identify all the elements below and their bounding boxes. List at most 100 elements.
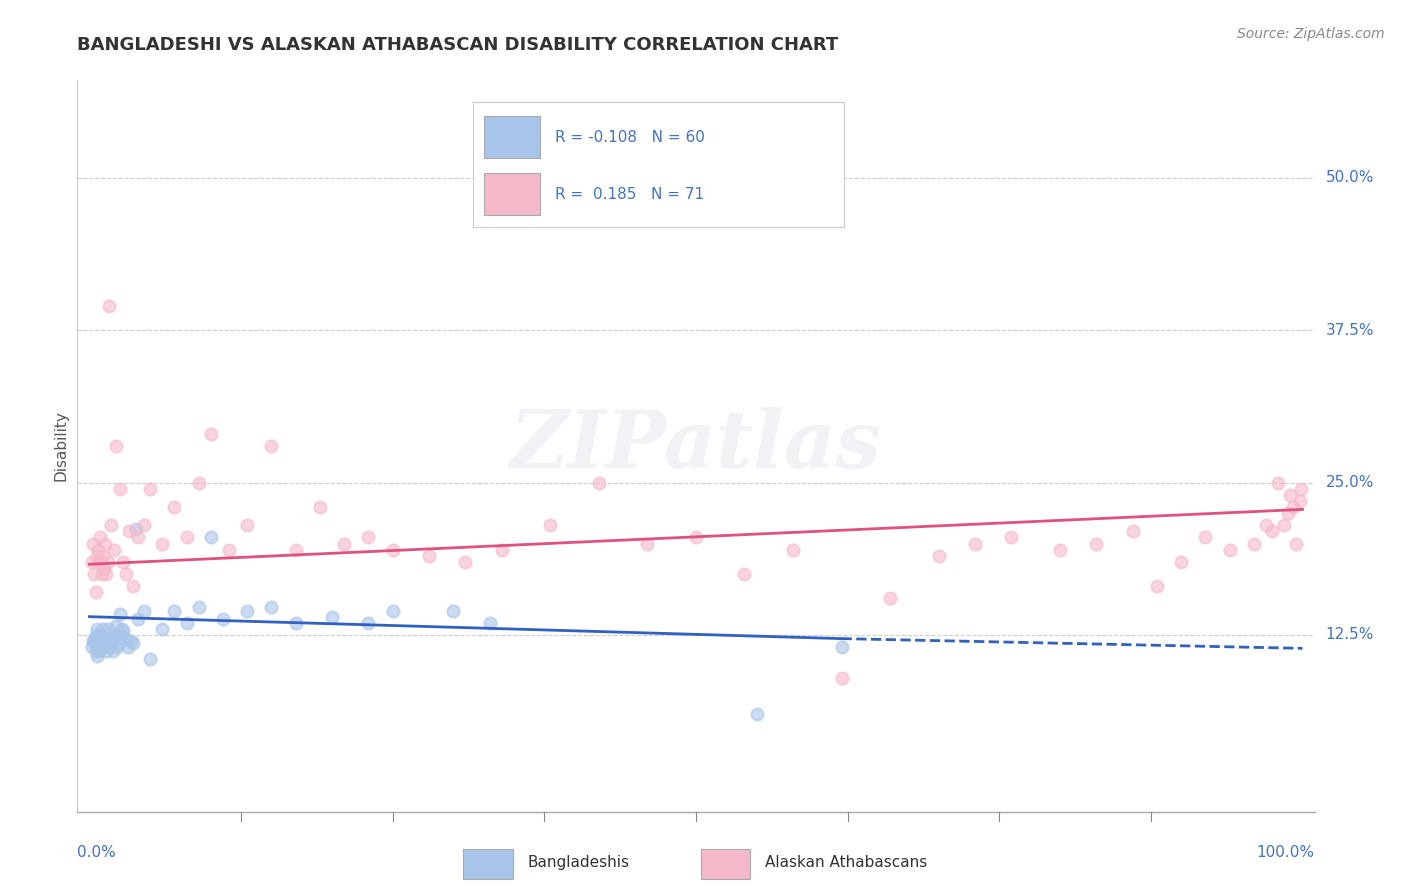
Point [284,615,307,630]
Point [236,518,259,533]
Text: 0.0%: 0.0% [77,845,117,860]
Point [115,567,138,582]
Point [96,644,118,658]
Point [538,518,561,533]
Point [309,500,332,514]
Point [260,439,283,453]
Point [86,549,108,563]
Point [90,640,112,655]
Point [1261,524,1284,539]
Point [83,567,105,582]
Point [107,636,129,650]
Point [1000,530,1022,544]
Point [105,640,128,655]
Point [122,579,145,593]
Point [83,636,105,650]
Point [112,555,135,569]
Point [84,628,107,642]
Point [108,607,131,622]
Point [105,439,128,453]
Point [101,644,124,658]
Point [928,549,950,563]
Point [94,634,117,648]
Point [122,636,145,650]
Point [84,585,107,599]
Point [86,622,108,636]
Point [1272,518,1295,533]
Point [284,542,307,557]
Point [83,632,105,646]
Point [89,634,111,648]
Y-axis label: Disability: Disability [53,410,69,482]
Point [200,426,222,441]
Point [86,648,108,663]
Point [127,612,149,626]
Point [1291,482,1313,496]
Point [127,530,149,544]
Point [112,624,135,639]
Point [333,536,356,550]
Point [110,628,132,642]
Point [132,603,155,617]
Point [357,530,380,544]
Point [90,567,112,582]
Point [90,632,112,646]
Point [124,522,146,536]
Point [82,536,104,550]
Point [478,615,501,630]
Point [831,671,853,685]
Point [91,636,114,650]
Point [80,555,103,569]
Point [831,640,853,655]
Point [139,482,162,496]
Point [636,536,658,550]
Point [782,542,804,557]
Point [163,603,186,617]
Point [150,536,173,550]
Point [1219,542,1241,557]
Point [1049,542,1071,557]
Point [97,632,120,646]
Point [96,567,118,582]
Point [491,542,513,557]
Point [150,622,173,636]
Point [111,622,134,636]
Point [94,536,117,550]
Point [236,603,259,617]
Point [381,603,404,617]
Point [441,603,464,617]
Point [87,640,110,655]
Point [176,615,198,630]
Point [418,549,440,563]
Point [97,622,120,636]
Point [89,644,111,658]
Point [103,542,125,557]
Text: BANGLADESHI VS ALASKAN ATHABASCAN DISABILITY CORRELATION CHART: BANGLADESHI VS ALASKAN ATHABASCAN DISABI… [77,36,838,54]
Point [1170,555,1192,569]
Point [381,542,404,557]
Point [100,636,122,650]
Point [260,599,283,614]
Point [93,561,115,575]
Point [89,628,111,642]
Point [91,622,114,636]
Point [163,500,186,514]
Point [1267,475,1289,490]
Point [98,640,121,655]
Point [117,640,139,655]
Text: Source: ZipAtlas.com: Source: ZipAtlas.com [1237,27,1385,41]
Point [89,530,111,544]
Point [588,475,610,490]
Point [1277,506,1299,520]
Point [89,555,111,569]
Point [685,530,707,544]
Point [1122,524,1144,539]
Point [97,555,120,569]
Point [87,542,110,557]
Point [218,542,240,557]
Point [120,634,142,648]
Point [96,636,118,650]
Point [84,644,107,658]
Point [1085,536,1108,550]
Text: 12.5%: 12.5% [1326,627,1374,642]
